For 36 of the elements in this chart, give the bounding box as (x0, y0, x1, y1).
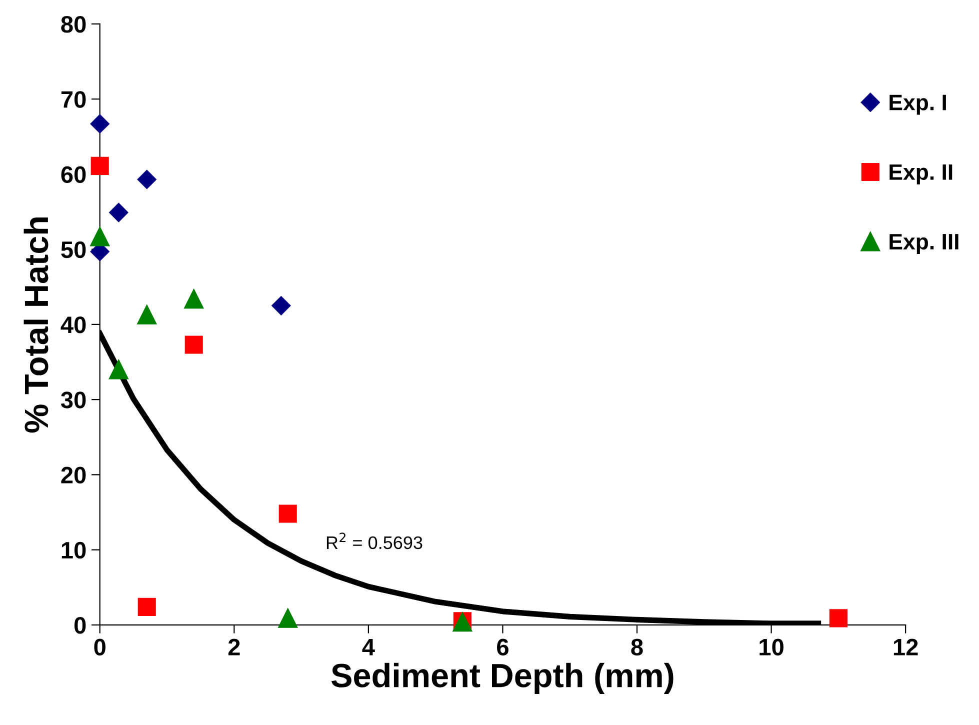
point (829, 609, 848, 628)
annotation: R$^{2}$ = 0.5693 (326, 532, 422, 550)
y-tick-label: 50 (61, 241, 86, 258)
point (137, 304, 157, 324)
x-tick-label: 12 (894, 638, 918, 656)
legend-label: Exp. III (890, 234, 958, 254)
point (90, 114, 110, 134)
y-tick-label: 0 (74, 617, 86, 634)
legend-label: Exp. I (890, 94, 946, 115)
x-tick-label: 0 (94, 638, 106, 656)
y-tick-label: 20 (61, 466, 86, 484)
y-tick-label: 80 (61, 16, 86, 33)
point (137, 170, 156, 189)
y-axis-title: % Total Hatch (24, 218, 48, 433)
x-tick-label: 6 (497, 638, 508, 656)
point (90, 156, 109, 175)
point (278, 608, 298, 628)
point (109, 202, 128, 222)
point (278, 504, 297, 523)
x-tick-label: 10 (760, 638, 784, 656)
x-tick-label: 4 (362, 639, 375, 656)
y-tick-label: 10 (62, 542, 86, 559)
legend-label: Exp. II (890, 164, 952, 184)
y-tick-label: 40 (60, 316, 86, 334)
x-axis-title: Sediment Depth (mm) (331, 662, 674, 694)
y-tick-label: 30 (60, 392, 86, 408)
y-tick-label: 60 (61, 166, 86, 183)
x-tick-label: 2 (228, 638, 240, 656)
point (90, 226, 110, 246)
point (272, 296, 291, 316)
x-tick-label: 8 (631, 638, 643, 656)
point (184, 336, 203, 354)
point (108, 360, 128, 380)
y-tick-label: 70 (61, 91, 86, 108)
point (138, 598, 156, 616)
point (184, 289, 204, 309)
